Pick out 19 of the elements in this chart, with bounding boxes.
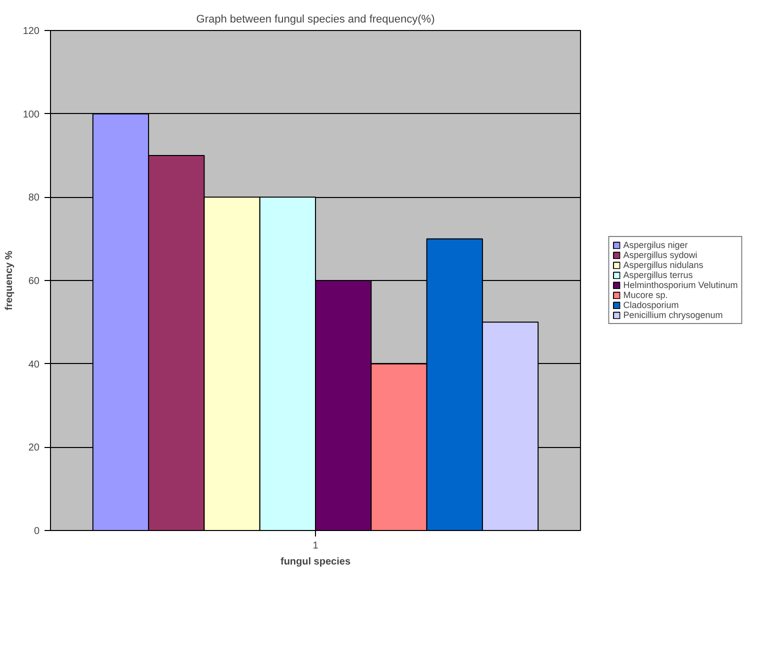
y-axis-title: frequency % [4, 250, 15, 310]
legend-label: Aspergillus nidulans [623, 260, 704, 270]
y-tick-label: 60 [28, 276, 40, 287]
legend-label: Aspergillus terrus [623, 270, 693, 280]
y-tick-label: 80 [28, 192, 40, 204]
chart-title: Graph between fungul species and frequency(%) [196, 14, 435, 26]
y-tick-label: 120 [22, 26, 40, 37]
legend-label: Helminthosporium Velutinum [623, 280, 738, 290]
y-tick-label: 20 [28, 442, 40, 454]
legend-label: Aspergilus niger [623, 240, 688, 250]
legend-label: Mucore sp. [623, 290, 668, 300]
y-tick-label: 100 [22, 109, 40, 120]
legend-label: Aspergillus sydowi [623, 250, 698, 260]
legend-label: Cladosporium [623, 300, 679, 310]
y-tick-label: 0 [34, 526, 40, 537]
y-tick-label: 40 [28, 359, 40, 370]
x-tick-label: 1 [312, 540, 319, 552]
legend-label: Penicillium chrysogenum [623, 310, 723, 320]
x-axis-title: fungul species [280, 556, 351, 568]
